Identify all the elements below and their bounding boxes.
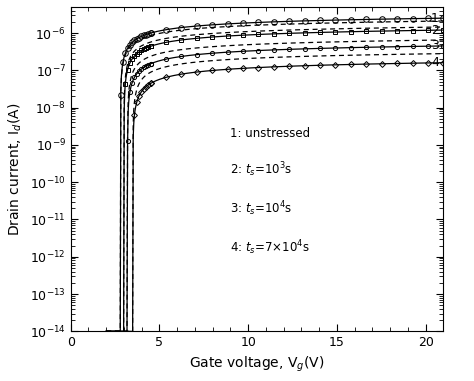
Text: 2: 2: [431, 24, 439, 37]
Text: 1: 1: [431, 12, 439, 25]
Y-axis label: Drain current, I$_d$(A): Drain current, I$_d$(A): [7, 102, 24, 236]
Text: 3: 3: [431, 40, 439, 53]
X-axis label: Gate voltage, V$_g$(V): Gate voltage, V$_g$(V): [189, 355, 325, 374]
Text: 1: unstressed

2: $t_s$=10$^3$s

3: $t_s$=10$^4$s

4: $t_s$=7$\times$10$^4$s: 1: unstressed 2: $t_s$=10$^3$s 3: $t_s$=…: [230, 127, 310, 257]
Text: 4: 4: [431, 56, 439, 69]
